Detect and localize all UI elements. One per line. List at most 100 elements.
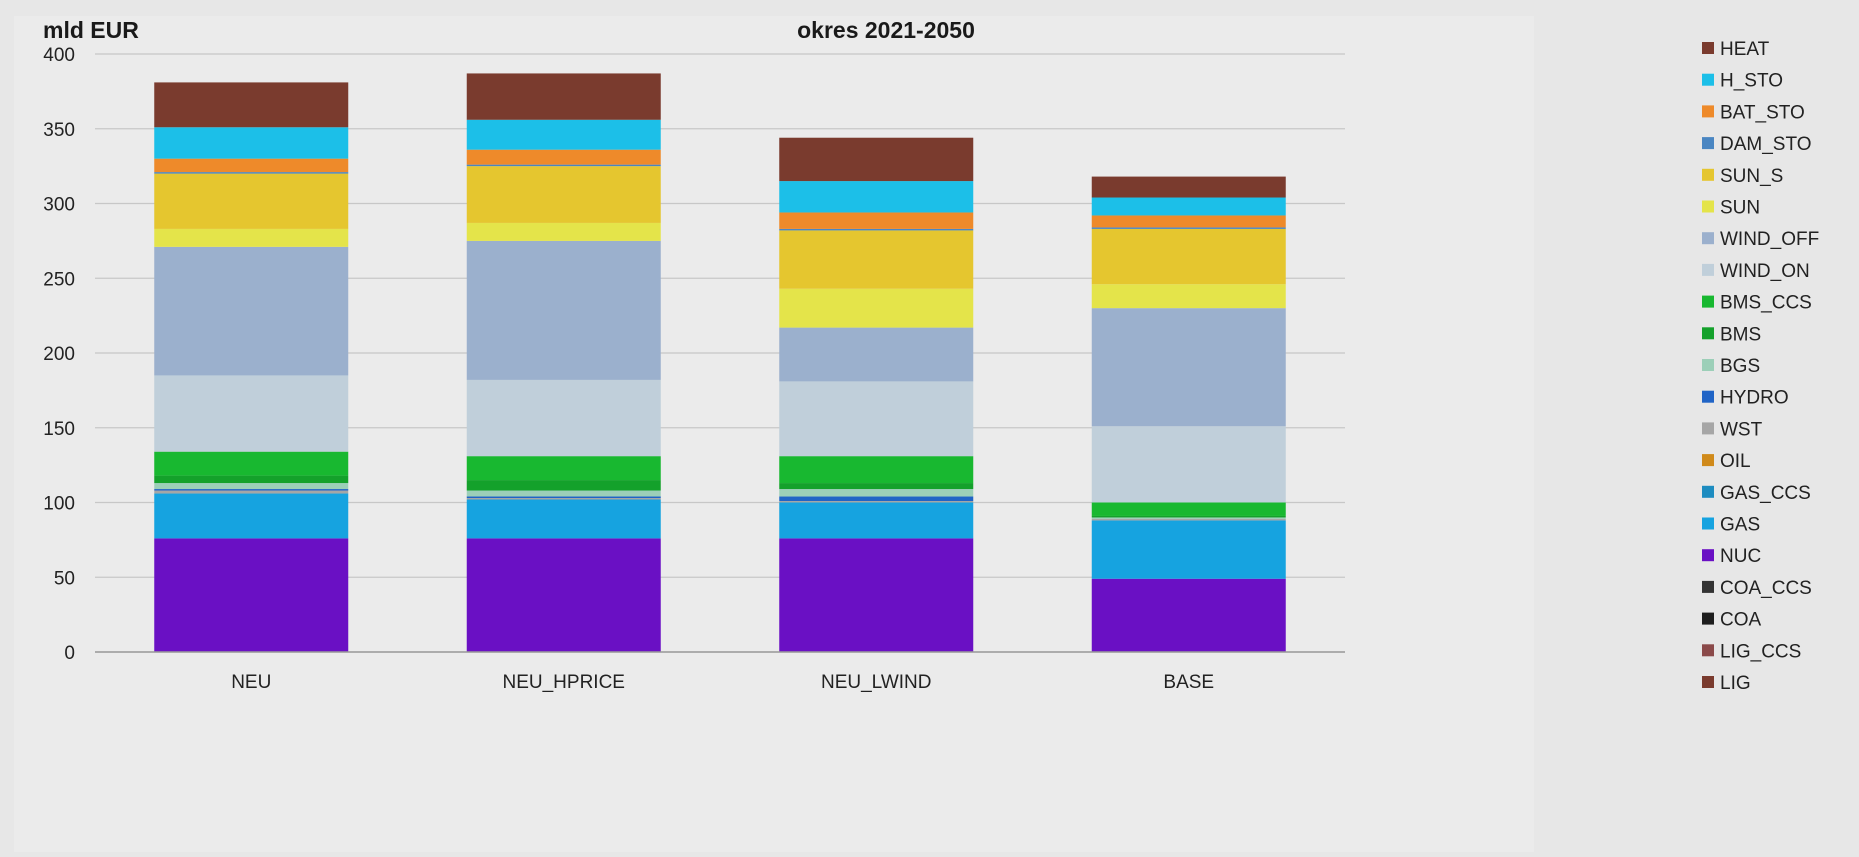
legend-swatch-hydro xyxy=(1702,390,1714,403)
legend-item-wst: WST xyxy=(1702,419,1763,440)
legend-label-oil: OIL xyxy=(1720,451,1751,472)
bar-segment-base-gas xyxy=(1091,520,1286,579)
legend-item-lig: LIG xyxy=(1702,673,1751,694)
bar-neu-hprice xyxy=(466,73,661,652)
legend-swatch-lig xyxy=(1702,676,1714,688)
bar-neu xyxy=(154,82,349,652)
legend-swatch-gas-ccs xyxy=(1702,485,1714,498)
bar-segment-neu-lwind-hydro xyxy=(779,496,974,502)
bar-segment-neu-lwind-sun-s xyxy=(779,230,974,289)
legend-label-dam-sto: DAM_STO xyxy=(1720,134,1812,155)
legend-label-bat-sto: BAT_STO xyxy=(1720,102,1805,123)
bars xyxy=(154,73,1286,652)
legend-swatch-nuc xyxy=(1702,549,1714,562)
bar-segment-neu-hprice-heat xyxy=(466,73,661,120)
legend-label-coa: COA xyxy=(1720,610,1762,631)
bar-segment-neu-hprice-sun xyxy=(466,222,661,241)
axes: 0 50 100 150 200 250 300 350 400 NEU NEU_HPRICE NEU… xyxy=(43,45,1345,693)
bar-segment-neu-wst xyxy=(154,490,349,494)
x-tick-label-neu: NEU xyxy=(231,672,271,693)
bar-segment-base-wind-on xyxy=(1091,426,1286,503)
bar-segment-base-heat xyxy=(1091,176,1286,198)
bar-segment-base-sun xyxy=(1091,284,1286,309)
legend-swatch-sun xyxy=(1702,200,1714,213)
bar-segment-neu-bat-sto xyxy=(154,158,349,173)
bar-segment-neu-lwind-bms xyxy=(779,483,974,490)
bar-segment-neu-bms xyxy=(154,475,349,484)
legend-label-bms-ccs: BMS_CCS xyxy=(1720,293,1812,314)
legend-item-bms-ccs: BMS_CCS xyxy=(1702,293,1812,314)
legend-label-wst: WST xyxy=(1720,419,1763,440)
bar-segment-neu-hydro xyxy=(154,489,349,491)
legend-swatch-bms-ccs xyxy=(1702,295,1714,308)
x-tick-label-base: BASE xyxy=(1163,672,1214,693)
legend-label-gas-ccs: GAS_CCS xyxy=(1720,483,1811,504)
bar-segment-neu-lwind-sun xyxy=(779,288,974,328)
legend-swatch-gas xyxy=(1702,517,1714,530)
legend-swatch-wst xyxy=(1702,422,1714,435)
legend-label-h-sto: H_STO xyxy=(1720,71,1783,92)
bar-segment-neu-lwind-wind-off xyxy=(779,327,974,382)
y-tick-label-100: 100 xyxy=(43,494,75,515)
bar-segment-neu-lwind-heat xyxy=(779,137,974,182)
y-axis-label: mld EUR xyxy=(43,17,139,43)
bar-segment-neu-hprice-gas xyxy=(466,499,661,539)
legend-item-heat: HEAT xyxy=(1702,39,1770,60)
legend-item-coa: COA xyxy=(1702,610,1762,631)
legend: HEAT H_STO BAT_STO DAM_STO SUN_S SUN WIND_OFF W… xyxy=(1702,39,1819,694)
legend-item-bms: BMS xyxy=(1702,324,1761,345)
legend-swatch-bgs xyxy=(1702,359,1714,371)
bar-segment-neu-hprice-bgs xyxy=(466,490,661,497)
bar-segment-neu-wind-off xyxy=(154,246,349,376)
legend-swatch-lig-ccs xyxy=(1702,644,1714,657)
legend-swatch-oil xyxy=(1702,454,1714,467)
legend-item-coa-ccs: COA_CCS xyxy=(1702,578,1812,599)
legend-label-bgs: BGS xyxy=(1720,356,1760,377)
legend-item-h-sto: H_STO xyxy=(1702,71,1783,92)
legend-label-lig: LIG xyxy=(1720,673,1751,694)
legend-swatch-bms xyxy=(1702,327,1714,340)
legend-swatch-wind-on xyxy=(1702,263,1714,276)
legend-label-hydro: HYDRO xyxy=(1720,388,1789,409)
bar-segment-neu-lwind-wst xyxy=(779,501,974,503)
y-tick-label-250: 250 xyxy=(43,269,75,290)
legend-label-nuc: NUC xyxy=(1720,546,1761,567)
legend-item-bgs: BGS xyxy=(1702,356,1760,377)
legend-swatch-dam-sto xyxy=(1702,137,1714,150)
bar-segment-neu-hprice-wst xyxy=(466,498,661,500)
legend-label-coa-ccs: COA_CCS xyxy=(1720,578,1812,599)
legend-item-bat-sto: BAT_STO xyxy=(1702,102,1805,123)
bar-segment-base-nuc xyxy=(1091,578,1286,652)
bar-segment-neu-hprice-bms xyxy=(466,480,661,491)
bar-segment-neu-hprice-wind-off xyxy=(466,240,661,380)
legend-swatch-heat xyxy=(1702,42,1714,54)
bar-base xyxy=(1091,176,1286,652)
legend-item-sun: SUN xyxy=(1702,198,1760,219)
bar-segment-base-wst xyxy=(1091,518,1286,521)
y-tick-label-200: 200 xyxy=(43,344,75,365)
legend-swatch-coa xyxy=(1702,612,1714,625)
legend-item-lig-ccs: LIG_CCS xyxy=(1702,641,1801,662)
bar-segment-neu-lwind-bms-ccs xyxy=(779,456,974,484)
legend-item-wind-off: WIND_OFF xyxy=(1702,229,1819,250)
bar-neu-lwind xyxy=(779,137,974,652)
legend-label-heat: HEAT xyxy=(1720,39,1770,60)
y-tick-label-400: 400 xyxy=(43,45,75,66)
bar-segment-neu-lwind-dam-sto xyxy=(779,228,974,231)
legend-item-sun-s: SUN_S xyxy=(1702,166,1783,187)
x-tick-label-neu-hprice: NEU_HPRICE xyxy=(503,672,625,693)
bar-segment-base-h-sto xyxy=(1091,197,1286,216)
bar-segment-base-bms xyxy=(1091,515,1286,518)
legend-label-wind-off: WIND_OFF xyxy=(1720,229,1819,250)
bar-segment-neu-hprice-bms-ccs xyxy=(466,456,661,481)
bar-segment-neu-bms-ccs xyxy=(154,451,349,476)
bar-segment-base-wind-off xyxy=(1091,308,1286,427)
legend-item-oil: OIL xyxy=(1702,451,1751,472)
bar-segment-base-bgs xyxy=(1091,517,1286,519)
bar-segment-neu-dam-sto xyxy=(154,172,349,174)
legend-item-gas: GAS xyxy=(1702,515,1760,536)
legend-item-wind-on: WIND_ON xyxy=(1702,261,1810,282)
bar-segment-neu-lwind-bat-sto xyxy=(779,212,974,229)
